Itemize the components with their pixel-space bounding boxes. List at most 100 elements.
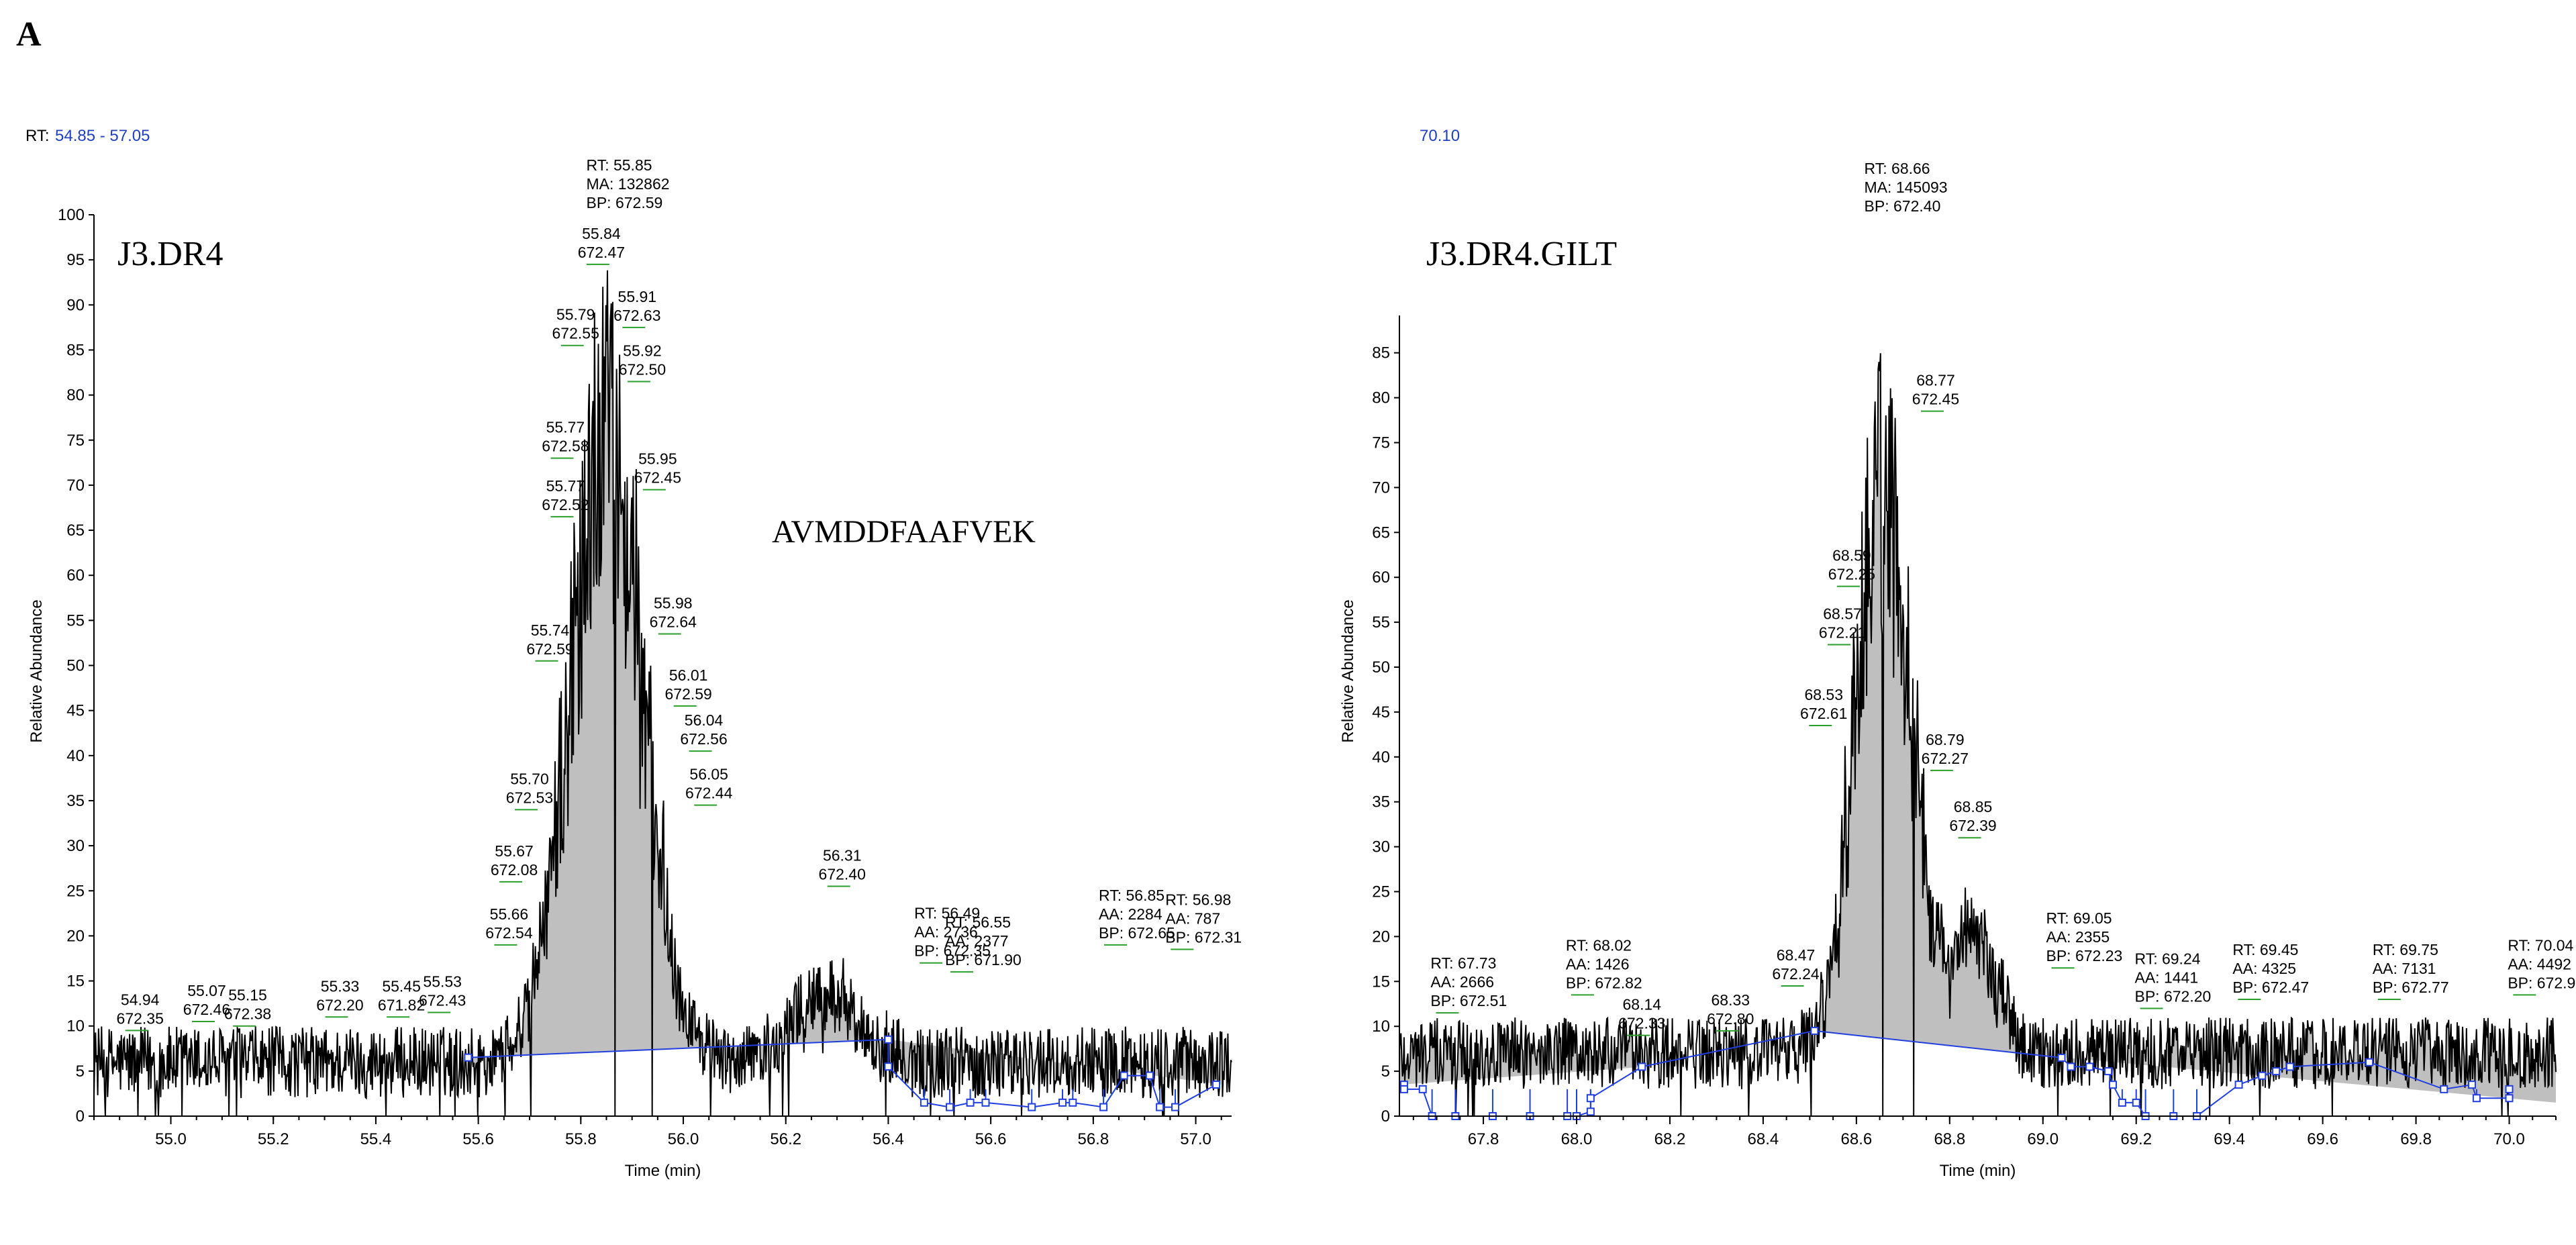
baseline-marker (1586, 1107, 1595, 1116)
peak-label-line: RT: 69.75 (2373, 941, 2438, 958)
x-tick-label: 55.6 (462, 1130, 494, 1148)
y-tick-label: 85 (1372, 344, 1390, 362)
peak-label-line: BP: 672.59 (587, 194, 663, 211)
peak-label: 55.79 672.55 (552, 306, 599, 346)
y-tick-label: 30 (1372, 838, 1390, 856)
peak-label: 55.84 672.47 (578, 225, 625, 265)
baseline-marker (2132, 1098, 2140, 1107)
x-tick-label: 56.8 (1077, 1130, 1109, 1148)
peak-label-line: AA: 2355 (2046, 928, 2110, 946)
x-tick-label: 55.4 (360, 1130, 392, 1148)
chart-right-jurkat-dr4-gilt: 70.10 J3.DR4.GILT 0 5 10 15 20 25 30 35 40 45 50 55 60… (1339, 127, 2576, 1180)
baseline-marker (1418, 1085, 1427, 1093)
peak-label-line: 55.74 (531, 621, 570, 639)
y-tick-label: 10 (66, 1017, 85, 1036)
y-tick-label: 60 (66, 566, 85, 585)
peak-label-line: RT: 56.98 (1165, 891, 1231, 909)
baseline-marker (2057, 1054, 2066, 1062)
peak-label-line: 672.59 (526, 640, 573, 658)
peak-label-line: 672.46 (183, 1001, 230, 1018)
peak-label-line: 68.33 (1711, 991, 1750, 1009)
peak-label-line: RT: 56.49 (914, 905, 980, 922)
peak-label-line: AA: 787 (1165, 910, 1220, 928)
peak-label-line: RT: 69.45 (2232, 941, 2298, 958)
peak-label-line: 672.25 (1828, 566, 1875, 583)
baseline-marker (2467, 1081, 2476, 1089)
baseline-marker (946, 1103, 954, 1111)
peak-label-line: 68.79 (1926, 731, 1965, 748)
peak-label-line: 672.27 (1922, 750, 1969, 767)
peak-label-line: 672.45 (634, 469, 681, 487)
peak-label-line: 55.84 (582, 225, 621, 242)
peak-label-line: AA: 1426 (1566, 955, 1630, 973)
x-tick-label: 68.4 (1748, 1130, 1779, 1148)
y-tick-label: 70 (66, 477, 85, 495)
baseline-marker (2472, 1094, 2481, 1103)
baseline-marker (1156, 1103, 1165, 1111)
y-tick-label: 40 (66, 747, 85, 765)
baseline-marker (884, 1062, 893, 1071)
peptide-sequence: AVMDDFAAFVEK (772, 514, 1036, 550)
peak-label-line: 55.33 (321, 977, 360, 995)
y-tick-label: 80 (1372, 389, 1390, 407)
rt-range-label: 70.10 (1420, 127, 1460, 145)
peak-label-line: AA: 2284 (1099, 905, 1162, 923)
peak-label-line: 55.92 (623, 342, 662, 359)
peak-label-line: 68.59 (1832, 547, 1871, 564)
baseline-marker (2118, 1098, 2126, 1107)
peak-label-line: 672.53 (506, 789, 553, 806)
peak-label-line: 672.45 (1912, 391, 1959, 408)
peak-label: 55.91 672.63 (613, 288, 661, 328)
y-tick-label: 30 (66, 837, 85, 855)
peak-label-line: 55.77 (546, 419, 585, 436)
y-tick-label: 20 (66, 927, 85, 945)
y-tick-label: 10 (1372, 1017, 1390, 1036)
y-tick-label: 0 (1381, 1107, 1390, 1126)
peak-label-line: 672.61 (1800, 705, 1847, 722)
peak-label-line: 55.67 (495, 842, 534, 860)
baseline-marker (2234, 1081, 2243, 1089)
peak-label-line: 68.47 (1777, 946, 1816, 964)
y-tick-label: 85 (66, 341, 85, 359)
y-tick-label: 75 (1372, 434, 1390, 452)
x-tick-label: 69.2 (2120, 1130, 2152, 1148)
peak-label-line: 56.31 (823, 847, 862, 864)
x-tick-label: 68.0 (1561, 1130, 1593, 1148)
peak-label-line: 55.15 (228, 987, 267, 1004)
peak-label-line: 68.77 (1916, 372, 1955, 389)
baseline-marker (884, 1035, 893, 1044)
peak-label-line: 56.05 (689, 766, 728, 783)
peak-label-line: 55.98 (654, 594, 693, 611)
peak-label-line: MA: 145093 (1865, 179, 1948, 196)
peak-label-line: 672.56 (680, 730, 727, 748)
baseline-marker (1399, 1085, 1408, 1093)
baseline-marker (2258, 1071, 2267, 1080)
peak-label: 56.05 672.44 (685, 766, 733, 806)
peak-label: 68.59 672.25 (1828, 547, 1875, 587)
x-tick-label: 57.0 (1180, 1130, 1211, 1148)
peak-label: RT: 69.45 AA: 4325 BP: 672.47 (2232, 941, 2309, 1001)
peak-label-line: BP: 672.51 (1430, 992, 1507, 1009)
baseline-marker (2085, 1062, 2094, 1071)
chromatogram-trace (1399, 353, 2557, 1117)
y-tick-label: 40 (1372, 748, 1390, 766)
y-tick-label: 15 (1372, 973, 1390, 991)
peak-label-line: 672.08 (491, 861, 538, 879)
baseline-marker (2285, 1062, 2294, 1071)
peak-label-line: BP: 671.90 (945, 951, 1022, 968)
peak-label-line: 672.80 (1707, 1010, 1754, 1028)
peak-label-line: 54.94 (121, 991, 160, 1008)
